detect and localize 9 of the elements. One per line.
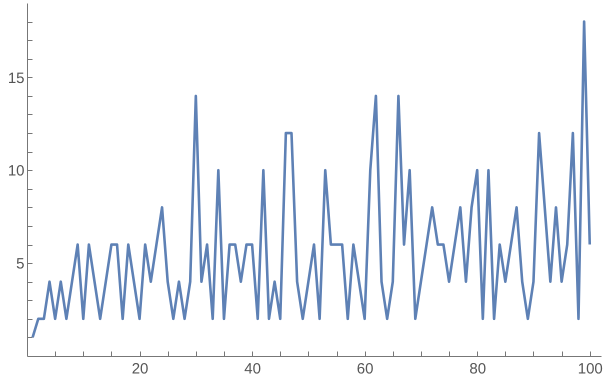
x-tick-label: 100 — [578, 360, 603, 378]
y-tick-label: 15 — [8, 70, 24, 87]
x-tick-label: 20 — [132, 360, 148, 378]
x-tick-label: 80 — [469, 360, 486, 378]
x-tick-label: 60 — [356, 360, 374, 378]
y-tick-label: 10 — [8, 162, 24, 180]
y-tick-label: 5 — [16, 256, 24, 273]
x-tick-label: 40 — [244, 360, 261, 378]
line-series — [31, 20, 592, 339]
